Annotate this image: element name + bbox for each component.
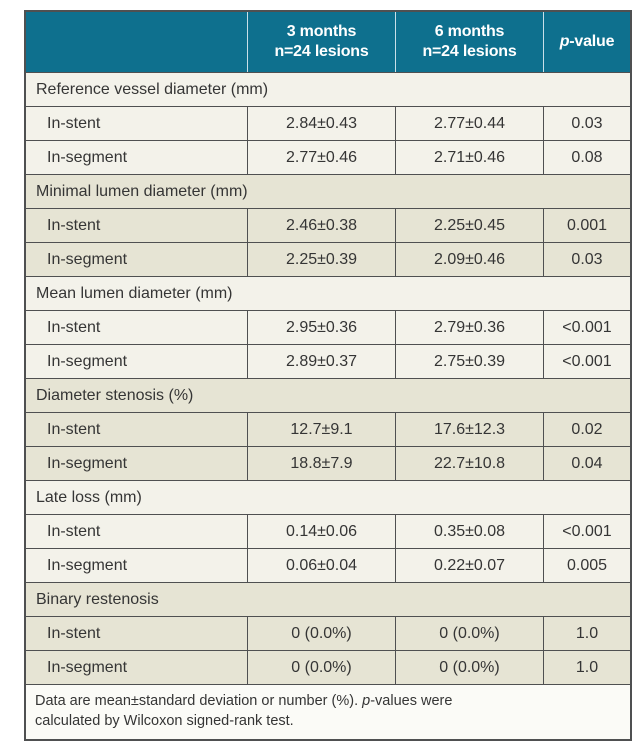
table-row: In-segment 0.06±0.04 0.22±0.07 0.005	[26, 548, 630, 582]
value-6-months: 0.35±0.08	[395, 515, 543, 548]
section-header-minimal-lumen-diameter: Minimal lumen diameter (mm)	[26, 174, 630, 208]
qca-results-table: 3 months n=24 lesions 6 months n=24 lesi…	[24, 10, 632, 741]
header-6-months-line2: n=24 lesions	[422, 43, 517, 60]
table-row: In-segment 18.8±7.9 22.7±10.8 0.04	[26, 446, 630, 480]
row-label: In-segment	[47, 148, 128, 166]
header-3-months: 3 months n=24 lesions	[247, 12, 395, 72]
header-p-value-label: p-value	[560, 32, 615, 52]
value-p: 0.03	[543, 107, 630, 140]
value-3-months: 0 (0.0%)	[247, 651, 395, 684]
p-italic: p	[559, 33, 570, 51]
table-header-row: 3 months n=24 lesions 6 months n=24 lesi…	[26, 12, 630, 72]
value-6-months: 2.71±0.46	[395, 141, 543, 174]
section-header-late-loss: Late loss (mm)	[26, 480, 630, 514]
footnote-p-italic: p	[362, 693, 371, 709]
value-p: 0.02	[543, 413, 630, 446]
section-title: Diameter stenosis (%)	[36, 386, 194, 404]
section-header-diameter-stenosis: Diameter stenosis (%)	[26, 378, 630, 412]
section-header-reference-vessel-diameter: Reference vessel diameter (mm)	[26, 72, 630, 106]
table-row: In-segment 0 (0.0%) 0 (0.0%) 1.0	[26, 650, 630, 684]
value-3-months: 2.89±0.37	[247, 345, 395, 378]
table-row: In-segment 2.89±0.37 2.75±0.39 <0.001	[26, 344, 630, 378]
value-p: 1.0	[543, 617, 630, 650]
p-rest: -value	[569, 33, 615, 51]
header-3-months-line1: 3 months	[286, 23, 357, 41]
value-6-months: 2.09±0.46	[395, 243, 543, 276]
footnote-text: Data are mean±standard deviation or numb…	[35, 693, 363, 709]
value-3-months: 0 (0.0%)	[247, 617, 395, 650]
value-3-months: 2.77±0.46	[247, 141, 395, 174]
value-3-months: 2.25±0.39	[247, 243, 395, 276]
footnote-line-2: calculated by Wilcoxon signed-rank test.	[35, 713, 294, 729]
table-row: In-segment 2.25±0.39 2.09±0.46 0.03	[26, 242, 630, 276]
value-p: <0.001	[543, 311, 630, 344]
row-label: In-segment	[47, 352, 128, 370]
table-row: In-stent 2.95±0.36 2.79±0.36 <0.001	[26, 310, 630, 344]
row-label: In-segment	[47, 454, 128, 472]
header-6-months-line1: 6 months	[434, 23, 505, 41]
footnote-line-1: Data are mean±standard deviation or numb…	[35, 691, 622, 711]
value-6-months: 2.77±0.44	[395, 107, 543, 140]
value-p: 0.03	[543, 243, 630, 276]
header-empty-cell	[26, 12, 247, 72]
value-3-months: 0.06±0.04	[247, 549, 395, 582]
value-6-months: 2.75±0.39	[395, 345, 543, 378]
section-title: Minimal lumen diameter (mm)	[36, 182, 248, 200]
value-3-months: 2.95±0.36	[247, 311, 395, 344]
section-title: Reference vessel diameter (mm)	[36, 80, 269, 98]
value-p: 0.001	[543, 209, 630, 242]
value-3-months: 0.14±0.06	[247, 515, 395, 548]
row-label: In-segment	[47, 556, 128, 574]
value-p: 0.04	[543, 447, 630, 480]
header-3-months-line2: n=24 lesions	[274, 43, 369, 60]
value-3-months: 12.7±9.1	[247, 413, 395, 446]
section-title: Late loss (mm)	[36, 488, 142, 506]
section-header-mean-lumen-diameter: Mean lumen diameter (mm)	[26, 276, 630, 310]
value-3-months: 18.8±7.9	[247, 447, 395, 480]
row-label: In-stent	[47, 216, 101, 234]
value-p: <0.001	[543, 515, 630, 548]
value-6-months: 17.6±12.3	[395, 413, 543, 446]
value-p: 0.08	[543, 141, 630, 174]
row-label: In-stent	[47, 318, 101, 336]
row-label: In-stent	[47, 624, 101, 642]
value-6-months: 0.22±0.07	[395, 549, 543, 582]
row-label: In-stent	[47, 522, 101, 540]
section-header-binary-restenosis: Binary restenosis	[26, 582, 630, 616]
section-title: Mean lumen diameter (mm)	[36, 284, 233, 302]
table-row: In-stent 0.14±0.06 0.35±0.08 <0.001	[26, 514, 630, 548]
table-row: In-stent 2.84±0.43 2.77±0.44 0.03	[26, 106, 630, 140]
row-label: In-stent	[47, 420, 101, 438]
table-row: In-stent 2.46±0.38 2.25±0.45 0.001	[26, 208, 630, 242]
row-label: In-segment	[47, 250, 128, 268]
value-6-months: 22.7±10.8	[395, 447, 543, 480]
value-p: <0.001	[543, 345, 630, 378]
table-row: In-stent 0 (0.0%) 0 (0.0%) 1.0	[26, 616, 630, 650]
value-3-months: 2.46±0.38	[247, 209, 395, 242]
section-title: Binary restenosis	[36, 590, 159, 608]
value-p: 1.0	[543, 651, 630, 684]
value-p: 0.005	[543, 549, 630, 582]
header-6-months: 6 months n=24 lesions	[395, 12, 543, 72]
table-footnote: Data are mean±standard deviation or numb…	[26, 684, 630, 739]
value-6-months: 0 (0.0%)	[395, 651, 543, 684]
row-label: In-segment	[47, 658, 128, 676]
value-6-months: 2.25±0.45	[395, 209, 543, 242]
table-row: In-segment 2.77±0.46 2.71±0.46 0.08	[26, 140, 630, 174]
value-3-months: 2.84±0.43	[247, 107, 395, 140]
header-p-value: p-value	[543, 12, 630, 72]
value-6-months: 0 (0.0%)	[395, 617, 543, 650]
value-6-months: 2.79±0.36	[395, 311, 543, 344]
table-row: In-stent 12.7±9.1 17.6±12.3 0.02	[26, 412, 630, 446]
footnote-text: -values were	[370, 693, 453, 709]
row-label: In-stent	[47, 114, 101, 132]
